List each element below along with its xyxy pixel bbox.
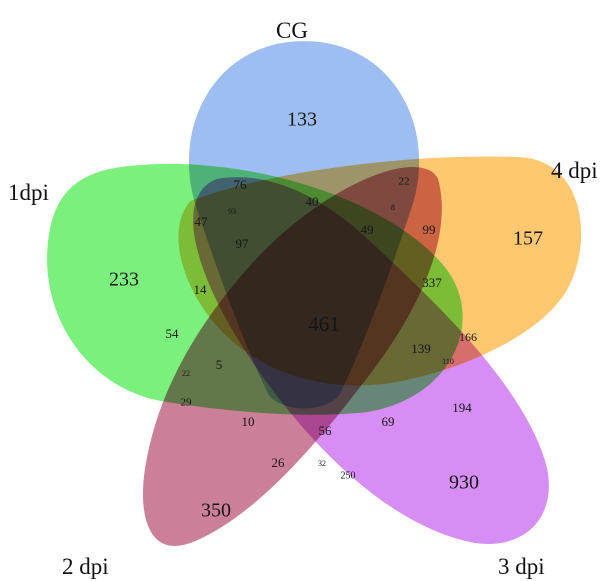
region-count-29: 250 <box>341 470 356 481</box>
region-count-27: 69 <box>382 414 395 429</box>
region-count-5: 22 <box>399 176 410 188</box>
region-count-7: 47 <box>195 214 209 229</box>
petal-layer <box>44 38 584 549</box>
region-count-16: 110 <box>442 357 454 366</box>
region-count-13: 99 <box>423 222 436 237</box>
set-label-4dpi: 4 dpi <box>551 158 598 183</box>
set-label-3dpi: 3 dpi <box>498 554 545 579</box>
region-count-6: 76 <box>234 177 248 192</box>
region-count-30: 194 <box>452 400 472 415</box>
region-count-8: 93 <box>228 207 236 216</box>
set-label-1dpi: 1dpi <box>8 180 49 205</box>
region-count-labels: 133 157 930 350 233 22 76 47 93 40 8 97 49 99 166 337 11… <box>109 109 543 522</box>
region-count-2: 930 <box>449 472 479 494</box>
set-labels: CG 4 dpi 3 dpi 2 dpi 1dpi <box>8 18 598 579</box>
region-count-23: 461 <box>308 312 340 336</box>
region-count-0: 133 <box>287 109 317 131</box>
region-count-9: 40 <box>306 194 319 209</box>
region-count-26: 26 <box>272 455 286 470</box>
region-count-4: 233 <box>109 269 139 291</box>
petal-1dpi <box>44 161 465 417</box>
region-count-28: 32 <box>318 459 326 468</box>
set-label-2dpi: 2 dpi <box>62 554 109 579</box>
region-count-21: 22 <box>182 369 190 378</box>
region-count-1: 157 <box>513 228 543 250</box>
region-count-18: 14 <box>194 282 208 297</box>
region-count-17: 139 <box>411 341 431 356</box>
region-count-14: 166 <box>459 330 477 344</box>
region-count-24: 10 <box>242 414 255 429</box>
region-count-25: 56 <box>319 423 333 438</box>
region-count-11: 97 <box>236 236 250 251</box>
region-count-19: 54 <box>166 326 180 341</box>
set-label-cg: CG <box>276 18 308 43</box>
region-count-12: 49 <box>361 222 374 237</box>
region-count-22: 5 <box>216 357 223 372</box>
region-count-3: 350 <box>201 500 231 522</box>
region-count-15: 337 <box>422 275 442 290</box>
region-count-10: 8 <box>391 203 395 212</box>
region-count-20: 29 <box>181 397 193 409</box>
